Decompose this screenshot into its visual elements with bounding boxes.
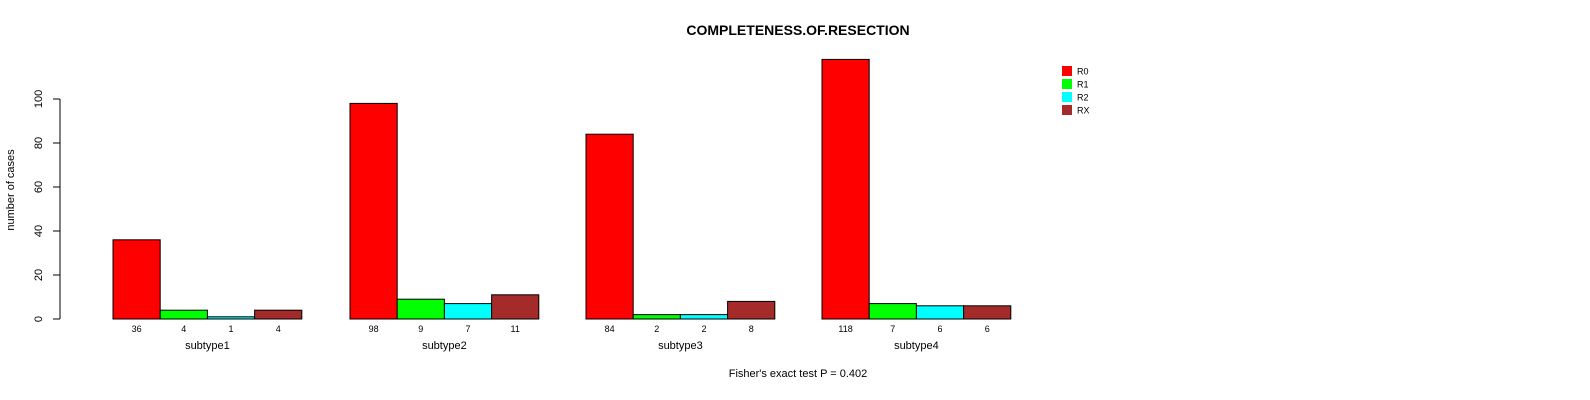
bar-subtype3-RX — [727, 300, 776, 320]
bar-subtype2-RX — [491, 294, 540, 320]
y-tick-label: 100 — [33, 90, 45, 108]
bar-subtype4-R0 — [821, 58, 870, 320]
bar-value-label: 84 — [605, 324, 615, 334]
legend-label-R2: R2 — [1077, 93, 1089, 103]
bar-subtype1-R0 — [112, 239, 161, 320]
bar-group-subtype3: 84 2 2 8 subtype3 — [585, 133, 776, 352]
legend-label-R1: R1 — [1077, 80, 1089, 90]
bar-value-label: 1 — [228, 324, 233, 334]
category-label-subtype2: subtype2 — [422, 340, 467, 352]
bar-group-subtype2: 98 9 7 11 subtype2 — [349, 102, 540, 352]
bar-group-subtype4: 118 7 6 6 subtype4 — [821, 58, 1012, 352]
bar-subtype4-R1 — [868, 303, 917, 320]
bar-subtype4-RX — [963, 305, 1012, 320]
chart-title: COMPLETENESS.OF.RESECTION — [686, 22, 909, 38]
bar-value-label: 98 — [369, 324, 379, 334]
bar-value-label: 7 — [890, 324, 895, 334]
category-label-subtype3: subtype3 — [658, 340, 703, 352]
y-tick-label: 40 — [33, 225, 45, 237]
y-tick-label: 80 — [33, 137, 45, 149]
y-tick-label: 60 — [33, 181, 45, 193]
bar-subtype4-R2 — [915, 305, 965, 320]
bar-value-label: 6 — [937, 324, 942, 334]
category-label-subtype4: subtype4 — [894, 340, 939, 352]
bar-value-label: 2 — [701, 324, 706, 334]
y-axis: 0 20 40 60 80 100 — [33, 90, 61, 322]
y-axis-label: number of cases — [5, 149, 17, 231]
bar-subtype1-RX — [254, 309, 303, 320]
bar-value-label: 2 — [654, 324, 659, 334]
bar-subtype2-R1 — [396, 298, 445, 320]
y-tick-label: 20 — [33, 269, 45, 281]
bar-subtype1-R2 — [206, 316, 256, 320]
bar-value-label: 9 — [418, 324, 423, 334]
legend-swatch-R1 — [1062, 79, 1072, 89]
bar-value-label: 8 — [749, 324, 754, 334]
bar-value-label: 36 — [132, 324, 142, 334]
legend-swatch-R0 — [1062, 66, 1072, 76]
y-tick-label: 0 — [33, 316, 45, 322]
bars-group: 36 4 1 4 subtype1 98 9 7 11 subtype2 84 2 2 8 subtype3… — [112, 58, 1012, 352]
bar-value-label: 4 — [276, 324, 281, 334]
category-label-subtype1: subtype1 — [185, 340, 230, 352]
bar-subtype2-R0 — [349, 102, 398, 320]
legend-label-RX: RX — [1077, 106, 1090, 116]
legend-swatch-R2 — [1062, 92, 1072, 102]
bar-subtype2-R2 — [443, 303, 493, 320]
bar-value-label: 6 — [985, 324, 990, 334]
legend-swatch-RX — [1062, 105, 1072, 115]
bar-subtype3-R0 — [585, 133, 634, 320]
bar-group-subtype1: 36 4 1 4 subtype1 — [112, 239, 303, 352]
bar-value-label: 118 — [838, 324, 852, 334]
legend: R0 R1 R2 RX — [1062, 66, 1090, 116]
bar-value-label: 11 — [511, 324, 520, 334]
bar-value-label: 4 — [181, 324, 186, 334]
bar-subtype3-R1 — [632, 314, 681, 320]
bar-value-label: 7 — [465, 324, 470, 334]
fisher-test-annotation: Fisher's exact test P = 0.402 — [729, 368, 868, 380]
bar-subtype3-R2 — [679, 314, 729, 320]
legend-label-R0: R0 — [1077, 67, 1089, 77]
bar-subtype1-R1 — [159, 309, 208, 320]
